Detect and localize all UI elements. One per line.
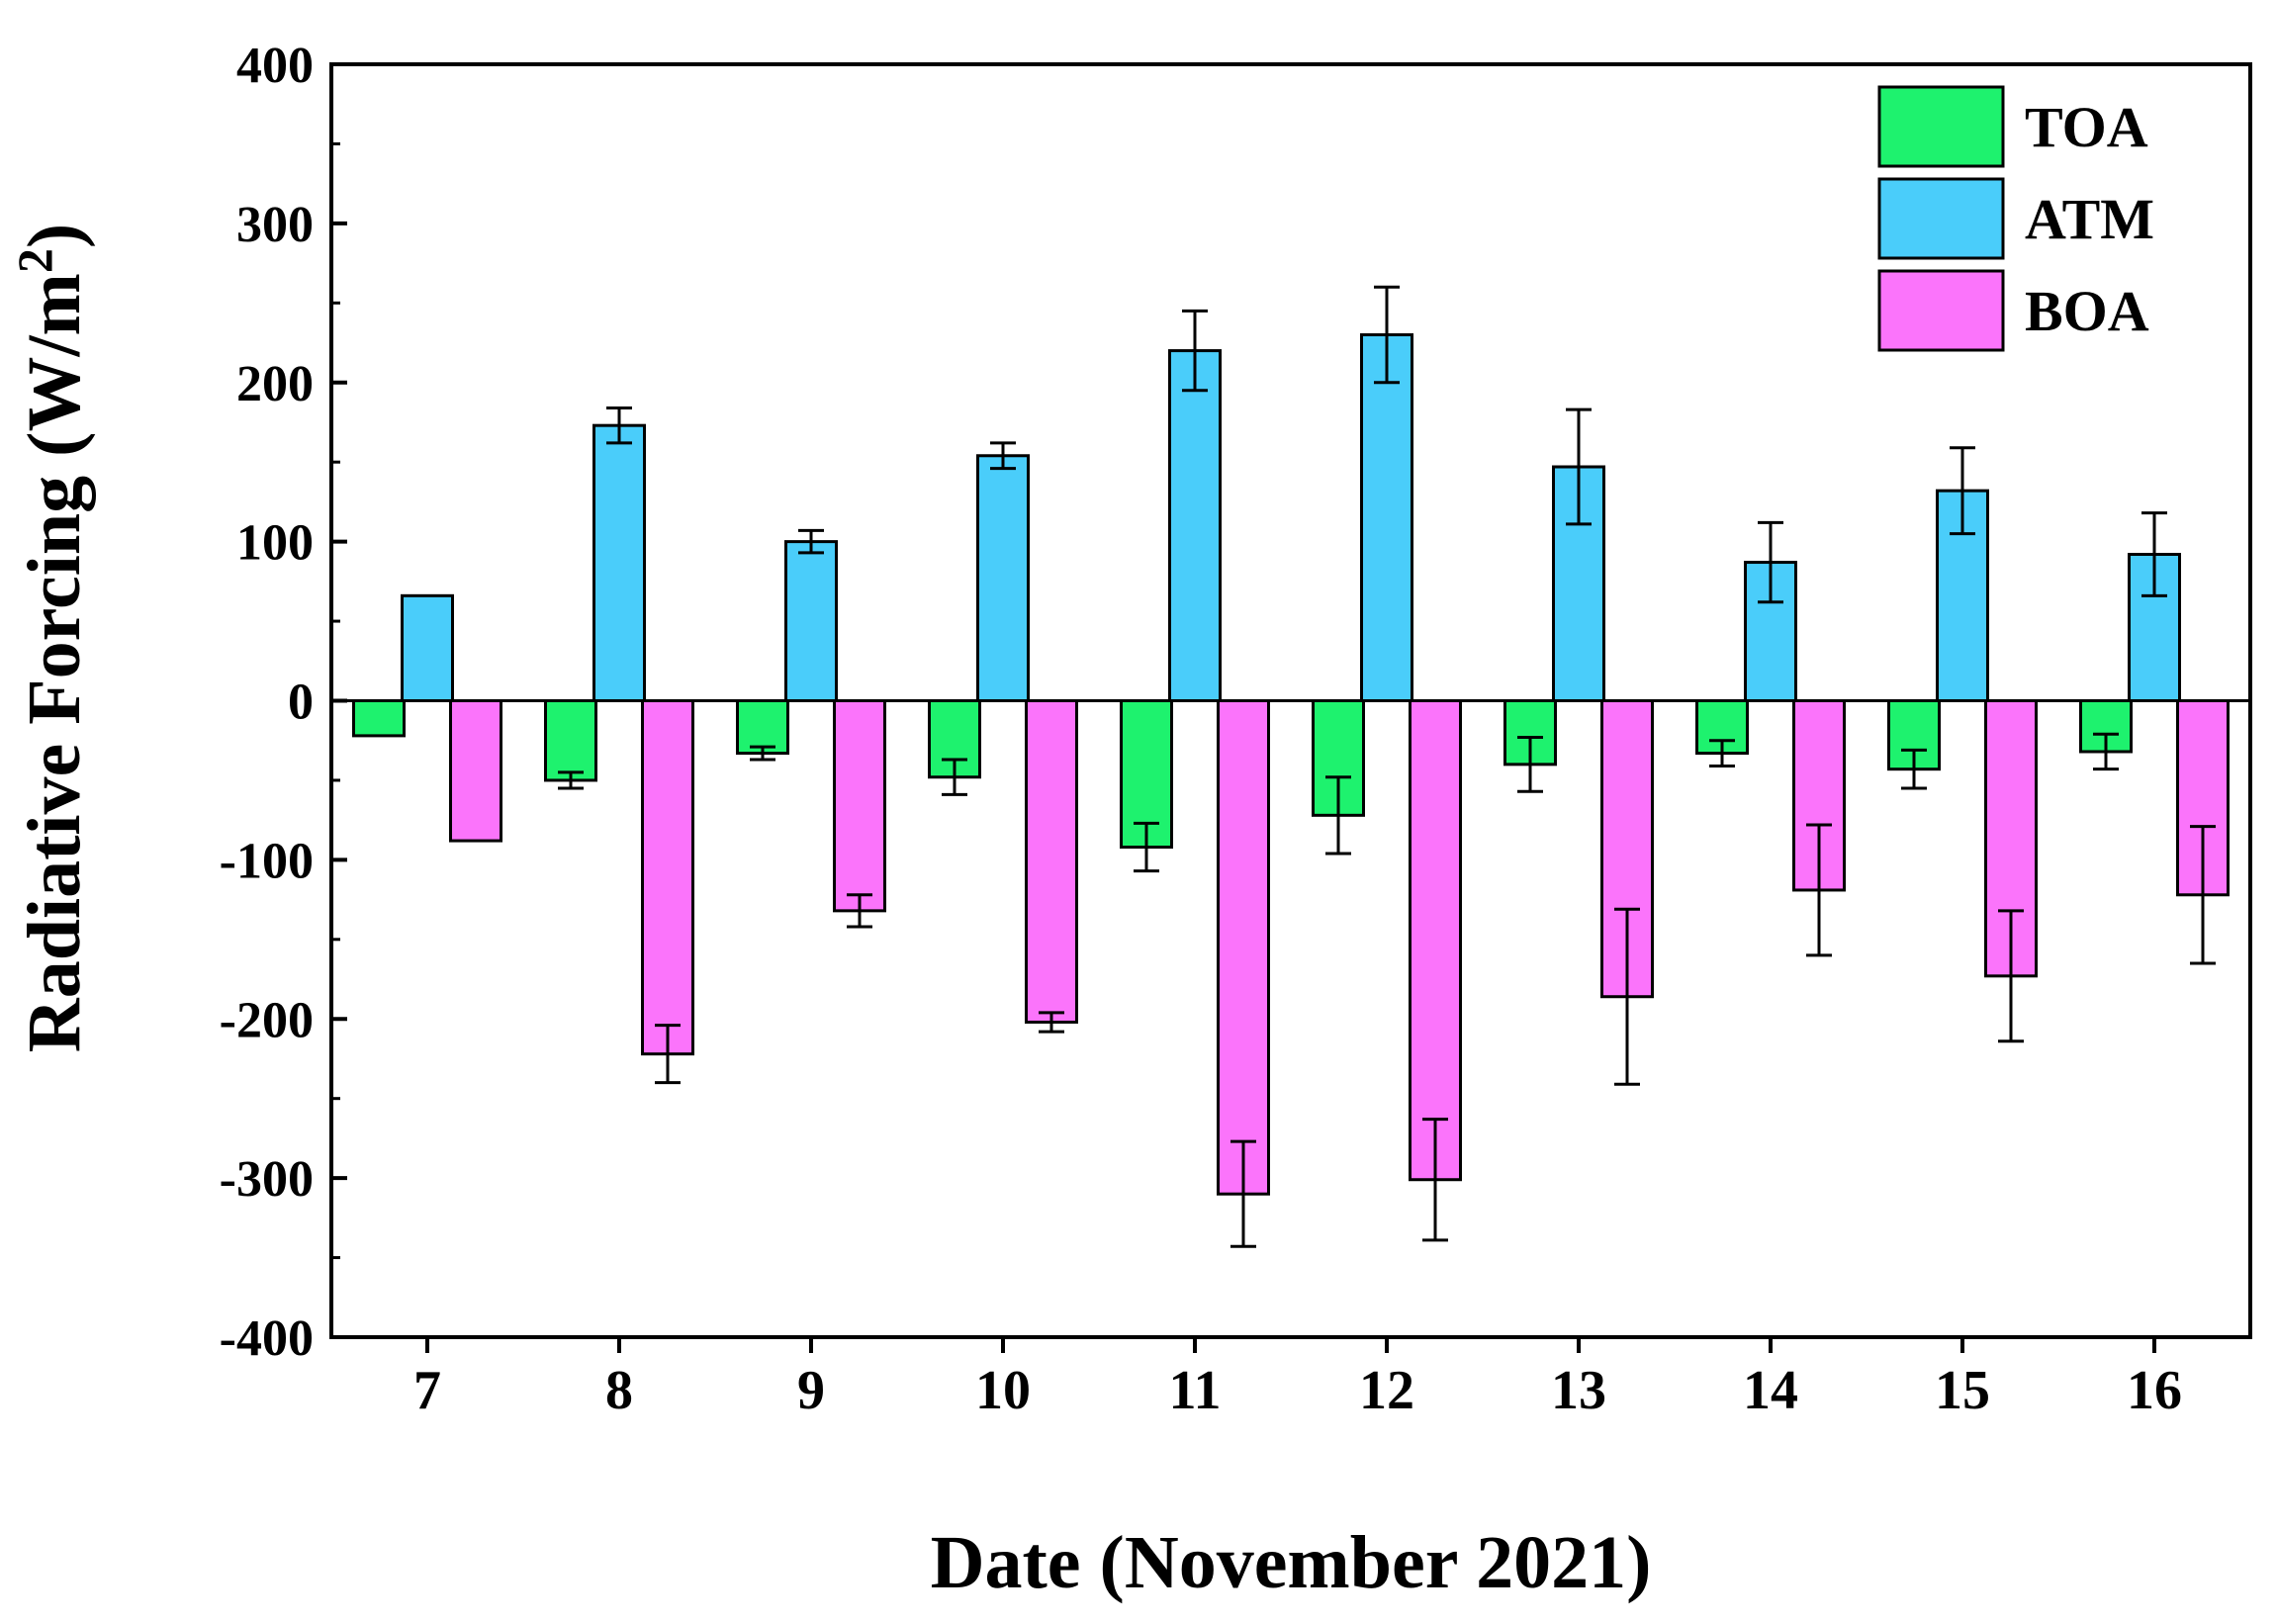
x-tick-label: 11	[1169, 1360, 1222, 1421]
error-bar-boa-10	[1039, 1011, 1064, 1034]
y-tick-label: -200	[220, 992, 314, 1048]
bar-toa-7	[352, 699, 406, 738]
y-tick-label: 300	[236, 197, 314, 253]
error-bar-toa-14	[1709, 739, 1735, 767]
error-bar-boa-12	[1422, 1118, 1448, 1242]
bar-atm-9	[784, 540, 838, 702]
bar-boa-7	[449, 699, 502, 843]
x-tick-label: 8	[605, 1360, 633, 1421]
error-bar-atm-10	[990, 441, 1016, 471]
legend-swatch-boa	[1877, 269, 2005, 352]
error-bar-boa-16	[2190, 825, 2216, 965]
error-bar-atm-11	[1182, 309, 1208, 393]
error-bar-boa-15	[1998, 909, 2024, 1043]
x-tick-label: 16	[2127, 1360, 2182, 1421]
error-bar-boa-8	[655, 1024, 681, 1085]
y-tick-label: -400	[220, 1310, 314, 1367]
legend-label-atm: ATM	[2025, 187, 2154, 251]
error-bar-boa-14	[1806, 823, 1832, 957]
error-bar-toa-11	[1134, 821, 1159, 873]
error-bar-toa-9	[750, 745, 775, 762]
y-tick-label: -300	[220, 1151, 314, 1208]
error-bar-toa-8	[558, 770, 584, 790]
error-bar-boa-13	[1614, 907, 1640, 1086]
error-bar-atm-14	[1758, 520, 1783, 604]
x-tick-label: 10	[975, 1360, 1031, 1421]
error-bar-boa-11	[1230, 1139, 1256, 1248]
x-tick-label: 7	[413, 1360, 441, 1421]
legend-label-toa: TOA	[2025, 95, 2148, 159]
legend-swatch-toa	[1877, 85, 2005, 168]
bar-atm-8	[592, 423, 646, 702]
bar-toa-8	[544, 699, 597, 782]
bar-atm-10	[976, 454, 1030, 702]
bar-boa-9	[833, 699, 886, 913]
y-tick-label: 0	[288, 675, 314, 731]
x-axis-label: Date (November 2021)	[931, 1521, 1652, 1604]
error-bar-toa-16	[2093, 732, 2119, 771]
bar-atm-12	[1360, 332, 1413, 702]
bar-boa-8	[641, 699, 694, 1056]
legend-label-boa: BOA	[2025, 279, 2149, 343]
y-tick-label: -100	[220, 833, 314, 889]
bar-atm-7	[401, 593, 454, 703]
legend-swatch-atm	[1877, 177, 2005, 260]
bar-boa-10	[1025, 699, 1078, 1024]
error-bar-toa-10	[942, 758, 967, 796]
y-tick-label: 200	[236, 356, 314, 412]
x-tick-label: 15	[1935, 1360, 1990, 1421]
error-bar-atm-16	[2141, 511, 2167, 597]
bar-boa-11	[1217, 699, 1270, 1196]
error-bar-toa-15	[1901, 748, 1927, 790]
error-bar-atm-9	[798, 528, 824, 555]
error-bar-atm-13	[1566, 407, 1592, 526]
x-tick-label: 9	[797, 1360, 825, 1421]
bar-atm-11	[1168, 349, 1222, 702]
x-tick-label: 13	[1551, 1360, 1606, 1421]
error-bar-toa-13	[1517, 736, 1543, 793]
error-bar-toa-12	[1325, 775, 1351, 856]
bar-toa-9	[736, 699, 789, 756]
x-tick-label: 12	[1359, 1360, 1414, 1421]
bar-boa-12	[1409, 699, 1462, 1182]
y-axis-label: Radiative Forcing (W/m2)	[7, 224, 96, 1052]
error-bar-boa-9	[847, 893, 872, 929]
y-tick-label: 100	[236, 515, 314, 572]
error-bar-atm-15	[1950, 446, 1975, 536]
y-tick-label: 400	[236, 38, 314, 94]
x-tick-label: 14	[1743, 1360, 1798, 1421]
error-bar-atm-12	[1374, 285, 1400, 385]
error-bar-atm-8	[606, 406, 632, 445]
